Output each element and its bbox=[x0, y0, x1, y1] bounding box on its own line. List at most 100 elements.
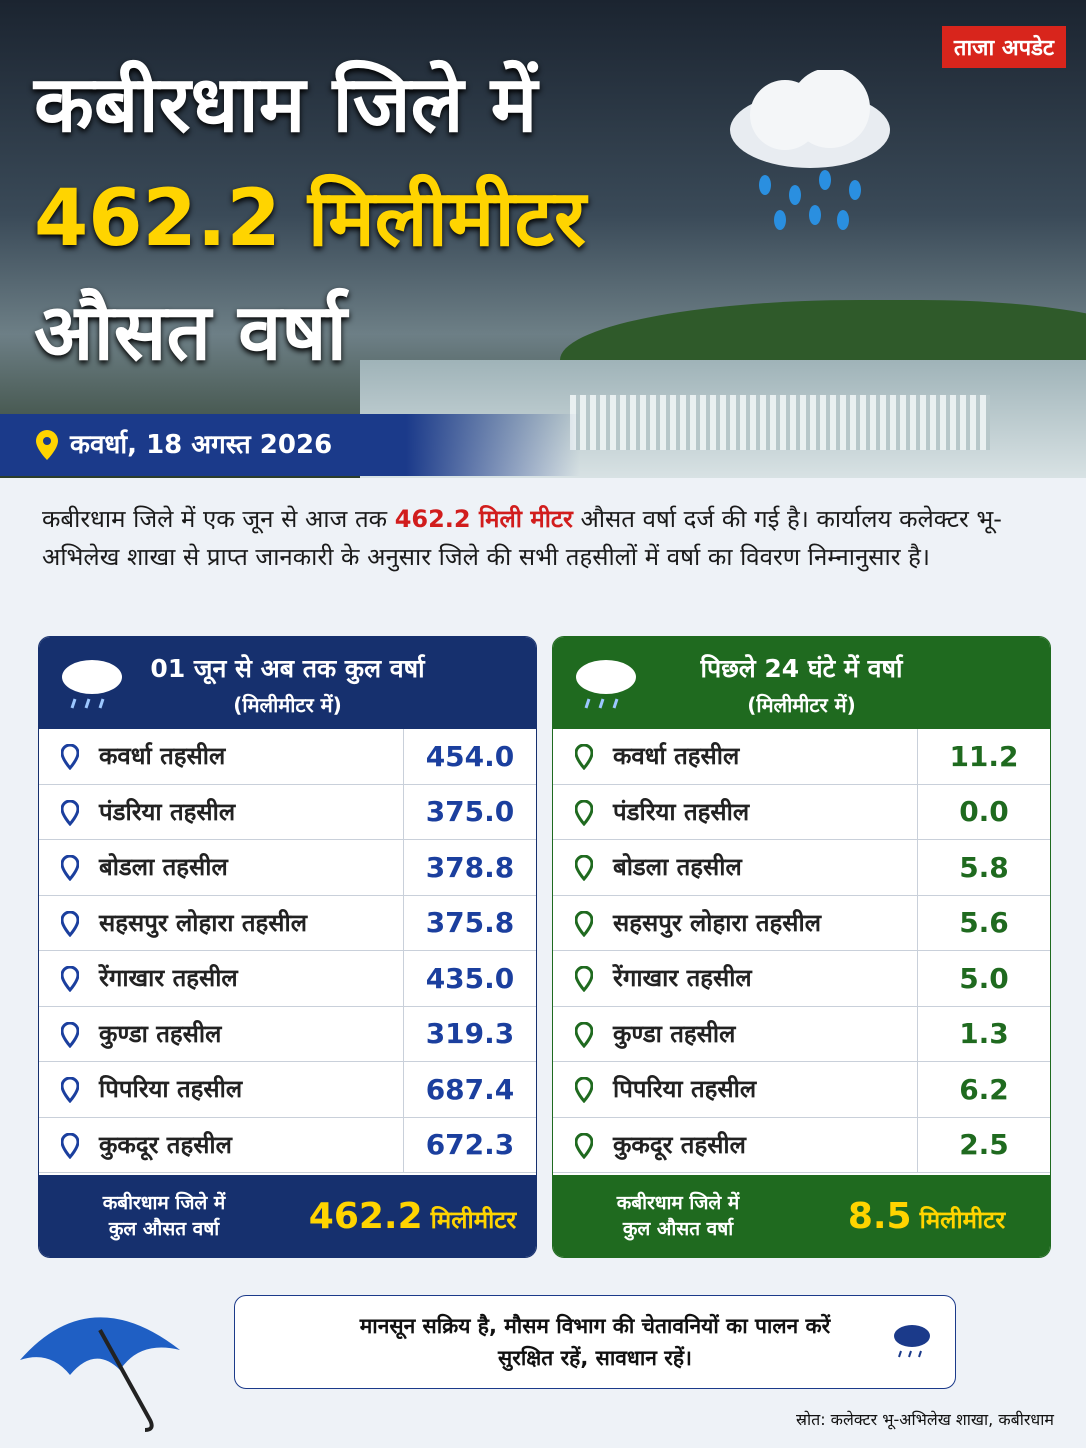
tehsil-name: पिपरिया तहसील bbox=[613, 1075, 757, 1103]
rainfall-value: 2.5 bbox=[959, 1128, 1009, 1162]
pin-icon bbox=[575, 1132, 593, 1159]
table-total: कबीरधाम जिले में कुल औसत वर्षा 462.2 मिलीमी… bbox=[39, 1175, 536, 1257]
table-unit: (मिलीमीटर में) bbox=[233, 693, 342, 717]
tehsil-name: रेंगाखार तहसील bbox=[99, 964, 238, 992]
hero: ताजा अपडेट कबीरधाम जिले में 462.2 मिलीमी… bbox=[0, 0, 1086, 478]
rainfall-value: 5.6 bbox=[959, 906, 1009, 940]
intro-highlight: 462.2 मिली मीटर bbox=[394, 505, 573, 533]
cloud-icon bbox=[62, 660, 122, 709]
rainfall-value: 6.2 bbox=[959, 1072, 1009, 1106]
total-label-line: कबीरधाम जिले में bbox=[102, 1192, 226, 1214]
tehsil-cell: कुकदूर तहसील bbox=[553, 1117, 918, 1172]
table-head: 01 जून से अब तक कुल वर्षा (मिलीमीटर में) bbox=[39, 637, 536, 729]
table-total: कबीरधाम जिले में कुल औसत वर्षा 8.5 मिलीमीटर bbox=[553, 1175, 1050, 1257]
pin-icon bbox=[575, 799, 593, 826]
tehsil-name: रेंगाखार तहसील bbox=[613, 964, 752, 992]
location-bar: कवर्धा, 18 अगस्त 2026 bbox=[0, 414, 580, 476]
cloud-icon bbox=[730, 70, 890, 230]
tehsil-cell: कुकदूर तहसील bbox=[39, 1117, 404, 1172]
badge: ताजा अपडेट bbox=[941, 26, 1066, 68]
pin-icon bbox=[61, 1021, 79, 1048]
table-row: कवर्धा तहसील 11.2 bbox=[553, 729, 1050, 785]
tehsil-cell: पंडरिया तहसील bbox=[39, 784, 404, 839]
pin-icon bbox=[36, 430, 58, 460]
table-unit: (मिलीमीटर में) bbox=[747, 693, 856, 717]
intro-text: कबीरधाम जिले में एक जून से आज तक bbox=[42, 505, 395, 533]
tehsil-name: पंडरिया तहसील bbox=[613, 797, 750, 826]
total-label-line: कुल औसत वर्षा bbox=[622, 1218, 734, 1240]
pin-icon bbox=[575, 966, 593, 992]
tehsil-name: पंडरिया तहसील bbox=[99, 797, 236, 826]
pin-icon bbox=[61, 966, 79, 992]
pin-icon bbox=[61, 1132, 79, 1159]
title-line: 462.2 मिलीमीटर bbox=[34, 174, 586, 264]
table-row: बोडला तहसील 5.8 bbox=[553, 840, 1050, 896]
rainfall-value: 687.4 bbox=[425, 1072, 515, 1106]
table-row: कुण्डा तहसील 319.3 bbox=[39, 1006, 536, 1062]
tehsil-name: सहसपुर लोहारा तहसील bbox=[613, 908, 821, 937]
pin-icon bbox=[575, 1077, 593, 1103]
tehsil-cell: पिपरिया तहसील bbox=[553, 1062, 918, 1117]
table-row: पंडरिया तहसील 0.0 bbox=[553, 784, 1050, 840]
total-value-box: 8.5 मिलीमीटर bbox=[803, 1196, 1050, 1237]
tehsil-cell: कुण्डा तहसील bbox=[39, 1006, 404, 1061]
title-line: औसत वर्षा bbox=[34, 288, 347, 378]
tehsil-cell: सहसपुर लोहारा तहसील bbox=[553, 895, 918, 950]
pin-icon bbox=[61, 799, 79, 826]
tehsil-name: कवर्धा तहसील bbox=[99, 742, 226, 770]
tehsil-cell: रेंगाखार तहसील bbox=[39, 951, 404, 1006]
total-value: 462.2 bbox=[308, 1195, 423, 1237]
table-title: 01 जून से अब तक कुल वर्षा bbox=[150, 654, 425, 683]
tehsil-cell: रेंगाखार तहसील bbox=[553, 951, 918, 1006]
table-row: सहसपुर लोहारा तहसील 5.6 bbox=[553, 895, 1050, 951]
tehsil-cell: पंडरिया तहसील bbox=[553, 784, 918, 839]
rainfall-value: 375.8 bbox=[425, 906, 515, 940]
tehsil-cell: बोडला तहसील bbox=[553, 840, 918, 895]
pin-icon bbox=[61, 910, 79, 937]
table-row: पिपरिया तहसील 687.4 bbox=[39, 1062, 536, 1118]
tehsil-cell: कवर्धा तहसील bbox=[39, 729, 404, 784]
pin-icon bbox=[575, 855, 593, 881]
rainfall-value: 672.3 bbox=[425, 1128, 515, 1162]
intro: कबीरधाम जिले में एक जून से आज तक 462.2 म… bbox=[42, 500, 1042, 576]
title-line: कबीरधाम जिले में bbox=[34, 60, 538, 150]
pin-icon bbox=[575, 1021, 593, 1048]
total-value-box: 462.2 मिलीमीटर bbox=[289, 1196, 536, 1237]
rainfall-value: 454.0 bbox=[425, 739, 515, 773]
tehsil-name: कवर्धा तहसील bbox=[613, 742, 740, 770]
total-value: 8.5 bbox=[847, 1195, 912, 1237]
tehsil-name: बोडला तहसील bbox=[99, 853, 228, 881]
table-row: कुण्डा तहसील 1.3 bbox=[553, 1006, 1050, 1062]
rainfall-value: 0.0 bbox=[959, 795, 1009, 829]
table-row: कुकदूर तहसील 2.5 bbox=[553, 1117, 1050, 1173]
notice-line: मानसून सक्रिय है, मौसम विभाग की चेतावनिय… bbox=[359, 1314, 831, 1338]
table-title: पिछले 24 घंटे में वर्षा bbox=[700, 654, 903, 683]
umbrella-icon bbox=[20, 1317, 180, 1432]
rain-table: पिछले 24 घंटे में वर्षा (मिलीमीटर में) कवर… bbox=[552, 636, 1051, 1258]
notice-line: सुरक्षित रहें, सावधान रहें। bbox=[498, 1346, 692, 1370]
rain-table: 01 जून से अब तक कुल वर्षा (मिलीमीटर में) क… bbox=[38, 636, 537, 1258]
table-head: पिछले 24 घंटे में वर्षा (मिलीमीटर में) bbox=[553, 637, 1050, 729]
pin-icon bbox=[61, 855, 79, 881]
tehsil-cell: कवर्धा तहसील bbox=[553, 729, 918, 784]
total-label-line: कुल औसत वर्षा bbox=[108, 1218, 220, 1240]
table-row: पिपरिया तहसील 6.2 bbox=[553, 1062, 1050, 1118]
rainfall-value: 1.3 bbox=[959, 1017, 1009, 1051]
total-label: कबीरधाम जिले में कुल औसत वर्षा bbox=[39, 1190, 289, 1242]
table-row: बोडला तहसील 378.8 bbox=[39, 840, 536, 896]
tehsil-cell: पिपरिया तहसील bbox=[39, 1062, 404, 1117]
source: स्रोत: कलेक्टर भू-अभिलेख शाखा, कबीरधाम bbox=[795, 1410, 1054, 1429]
pin-icon bbox=[61, 1077, 79, 1103]
pin-icon bbox=[575, 910, 593, 937]
location: कवर्धा, 18 अगस्त 2026 bbox=[70, 430, 333, 460]
tehsil-name: कुकदूर तहसील bbox=[99, 1130, 232, 1159]
tehsil-name: सहसपुर लोहारा तहसील bbox=[99, 908, 307, 937]
table-row: कवर्धा तहसील 454.0 bbox=[39, 729, 536, 785]
tehsil-name: कुण्डा तहसील bbox=[99, 1019, 222, 1048]
cloud-icon bbox=[576, 660, 636, 709]
pin-icon bbox=[575, 744, 593, 770]
rain-icon bbox=[894, 1325, 930, 1358]
total-unit: मिलीमीटर bbox=[430, 1205, 517, 1234]
table-row: रेंगाखार तहसील 5.0 bbox=[553, 951, 1050, 1007]
tehsil-name: कुकदूर तहसील bbox=[613, 1130, 746, 1159]
